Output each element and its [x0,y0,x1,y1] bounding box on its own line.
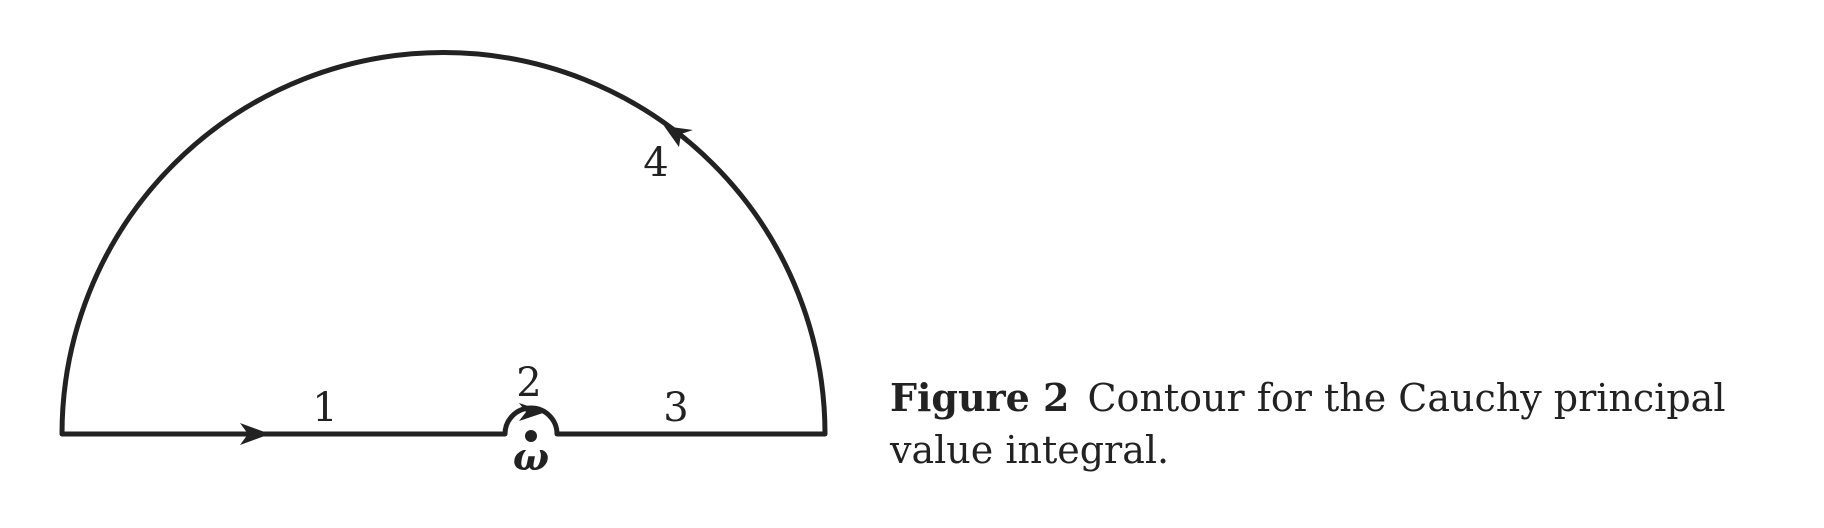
segment-3-label: 3 [663,385,688,431]
caption-text: Contour for the Cauchy principal value i… [890,376,1726,472]
arrow-segment-4 [664,126,693,147]
segment-2-label: 2 [516,360,541,406]
arrow-segment-2 [519,403,546,421]
pole-label: ω [513,434,549,479]
figure-caption: Figure 2 Contour for the Cauchy principal… [890,372,1820,476]
caption-label: Figure 2 [890,375,1070,420]
segment-1-label: 1 [312,385,337,431]
contour-path [59,50,828,437]
segment-4-label: 4 [643,140,668,186]
arrow-segment-1 [240,423,270,445]
contour-diagram: 1 2 3 4 ω [59,50,828,479]
pole-point [525,430,537,442]
